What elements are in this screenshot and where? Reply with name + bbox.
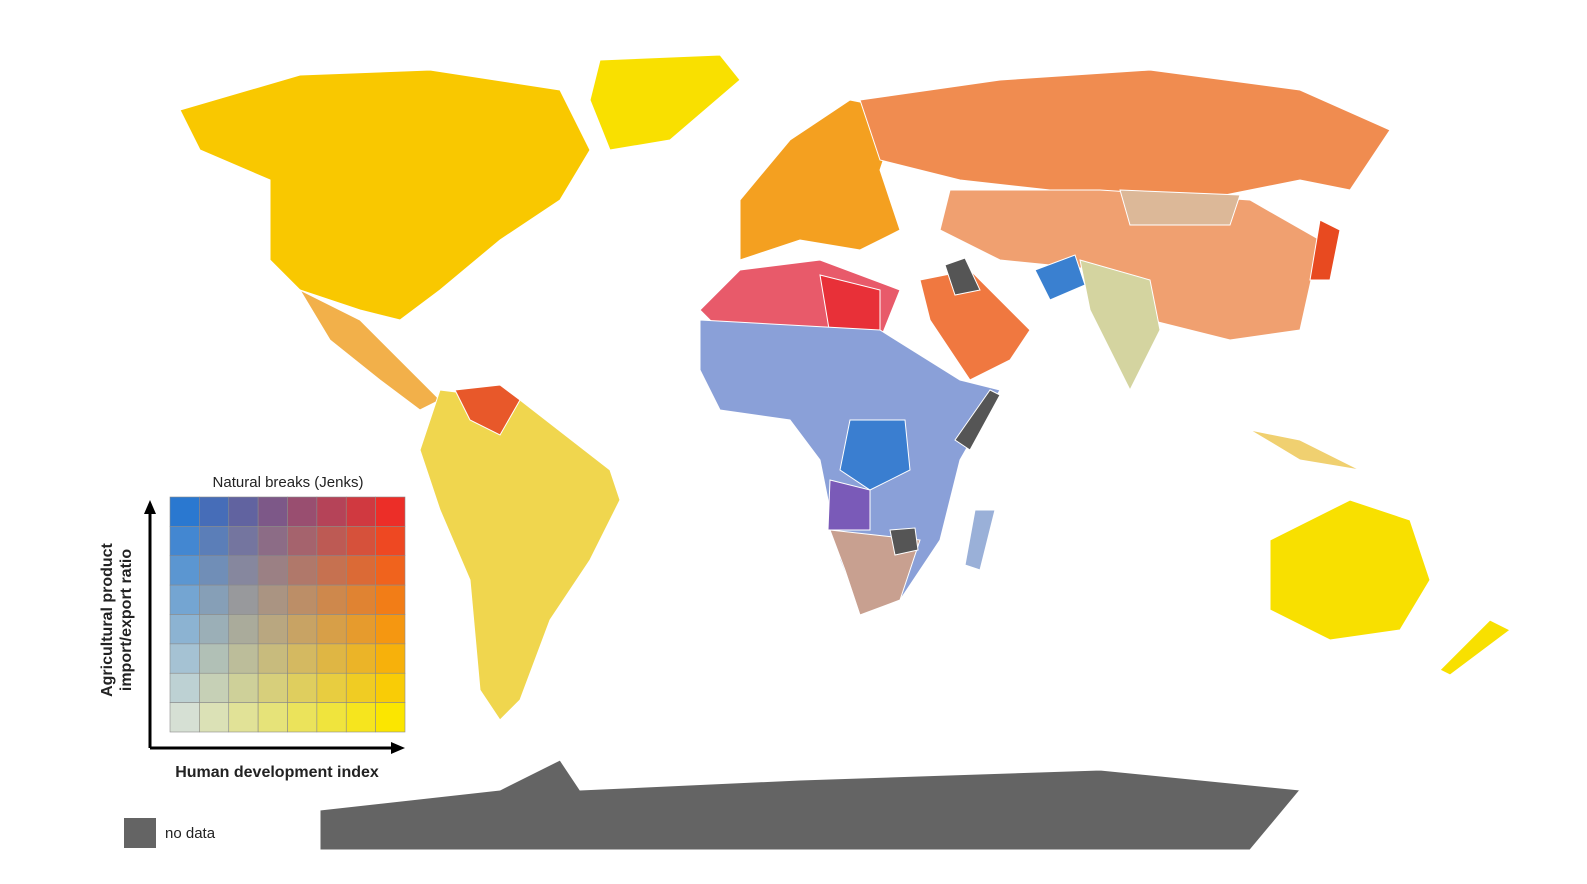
y-label: import/export ratio xyxy=(118,549,135,691)
legend-cell xyxy=(199,672,230,703)
legend-cell xyxy=(228,672,259,703)
legend-cell xyxy=(345,643,376,674)
south-america xyxy=(419,389,621,721)
southeast-asia xyxy=(1249,429,1361,471)
legend-cell xyxy=(287,526,318,557)
legend-cell xyxy=(228,614,259,645)
legend-cell xyxy=(169,702,200,733)
legend-cell xyxy=(375,702,406,733)
legend-cell xyxy=(287,672,318,703)
russia xyxy=(859,69,1391,201)
legend-cell xyxy=(169,614,200,645)
legend-cell xyxy=(316,702,347,733)
legend-cell xyxy=(257,672,288,703)
greenland xyxy=(589,54,741,151)
legend-cell xyxy=(228,643,259,674)
legend-cell xyxy=(316,496,347,527)
legend-cell xyxy=(375,555,406,586)
legend-cell xyxy=(169,584,200,615)
legend-cell xyxy=(228,702,259,733)
legend-cell xyxy=(287,584,318,615)
central-america xyxy=(298,288,441,411)
legend-cell xyxy=(169,672,200,703)
legend-cell xyxy=(199,496,230,527)
legend-cell xyxy=(228,584,259,615)
legend-cell xyxy=(316,526,347,557)
y-label: Agricultural product xyxy=(99,542,116,696)
legend-cell xyxy=(199,526,230,557)
legend-cell xyxy=(345,496,376,527)
legend-cell xyxy=(199,555,230,586)
legend-cell xyxy=(345,614,376,645)
legend-cell xyxy=(257,702,288,733)
no-data-label: no data xyxy=(165,825,216,842)
venezuela xyxy=(454,384,521,436)
somalia xyxy=(954,389,1001,451)
legend-title: Natural breaks (Jenks) xyxy=(213,474,364,491)
legend-cell xyxy=(345,702,376,733)
angola xyxy=(827,479,871,531)
antarctica xyxy=(319,759,1301,851)
legend-cell xyxy=(345,526,376,557)
legend-cell xyxy=(257,526,288,557)
legend-cell xyxy=(375,584,406,615)
legend-cell xyxy=(257,614,288,645)
legend-cell xyxy=(316,555,347,586)
legend-cell xyxy=(257,496,288,527)
india xyxy=(1079,259,1161,392)
legend-cell xyxy=(228,496,259,527)
legend-cell xyxy=(345,672,376,703)
legend-cell xyxy=(316,672,347,703)
legend-cell xyxy=(257,643,288,674)
legend-cell xyxy=(169,555,200,586)
legend-cell xyxy=(287,702,318,733)
legend-cell xyxy=(169,643,200,674)
legend-cell xyxy=(199,614,230,645)
legend-cell xyxy=(375,614,406,645)
legend-cell xyxy=(169,496,200,527)
australia xyxy=(1269,499,1431,641)
afghanistan xyxy=(1034,254,1086,301)
legend-cell xyxy=(287,496,318,527)
legend-cell xyxy=(287,643,318,674)
legend-cell xyxy=(375,672,406,703)
legend-cell xyxy=(316,614,347,645)
legend-cell xyxy=(199,643,230,674)
new-zealand xyxy=(1439,619,1511,676)
japan xyxy=(1309,219,1341,281)
zimbabwe xyxy=(889,527,919,556)
legend: Natural breaks (Jenks) Agricultural prod… xyxy=(99,474,406,848)
x-label: Human development index xyxy=(175,764,379,781)
north-america xyxy=(179,69,591,321)
countries xyxy=(179,54,1511,851)
legend-cell xyxy=(169,526,200,557)
legend-cell xyxy=(345,555,376,586)
legend-cell xyxy=(375,526,406,557)
legend-cell xyxy=(199,584,230,615)
no-data-swatch xyxy=(124,818,156,848)
legend-grid xyxy=(169,496,406,733)
arrow-head xyxy=(144,500,156,514)
legend-cell xyxy=(345,584,376,615)
iraq xyxy=(944,257,981,296)
arrow-head xyxy=(391,742,405,754)
legend-cell xyxy=(228,526,259,557)
legend-cell xyxy=(316,584,347,615)
legend-cell xyxy=(287,555,318,586)
legend-cell xyxy=(375,643,406,674)
legend-cell xyxy=(375,496,406,527)
mongolia xyxy=(1119,189,1241,226)
congo xyxy=(839,419,911,491)
legend-cell xyxy=(228,555,259,586)
legend-cell xyxy=(257,555,288,586)
legend-cell xyxy=(199,702,230,733)
madagascar xyxy=(964,509,996,571)
legend-cell xyxy=(257,584,288,615)
legend-cell xyxy=(316,643,347,674)
legend-cell xyxy=(287,614,318,645)
